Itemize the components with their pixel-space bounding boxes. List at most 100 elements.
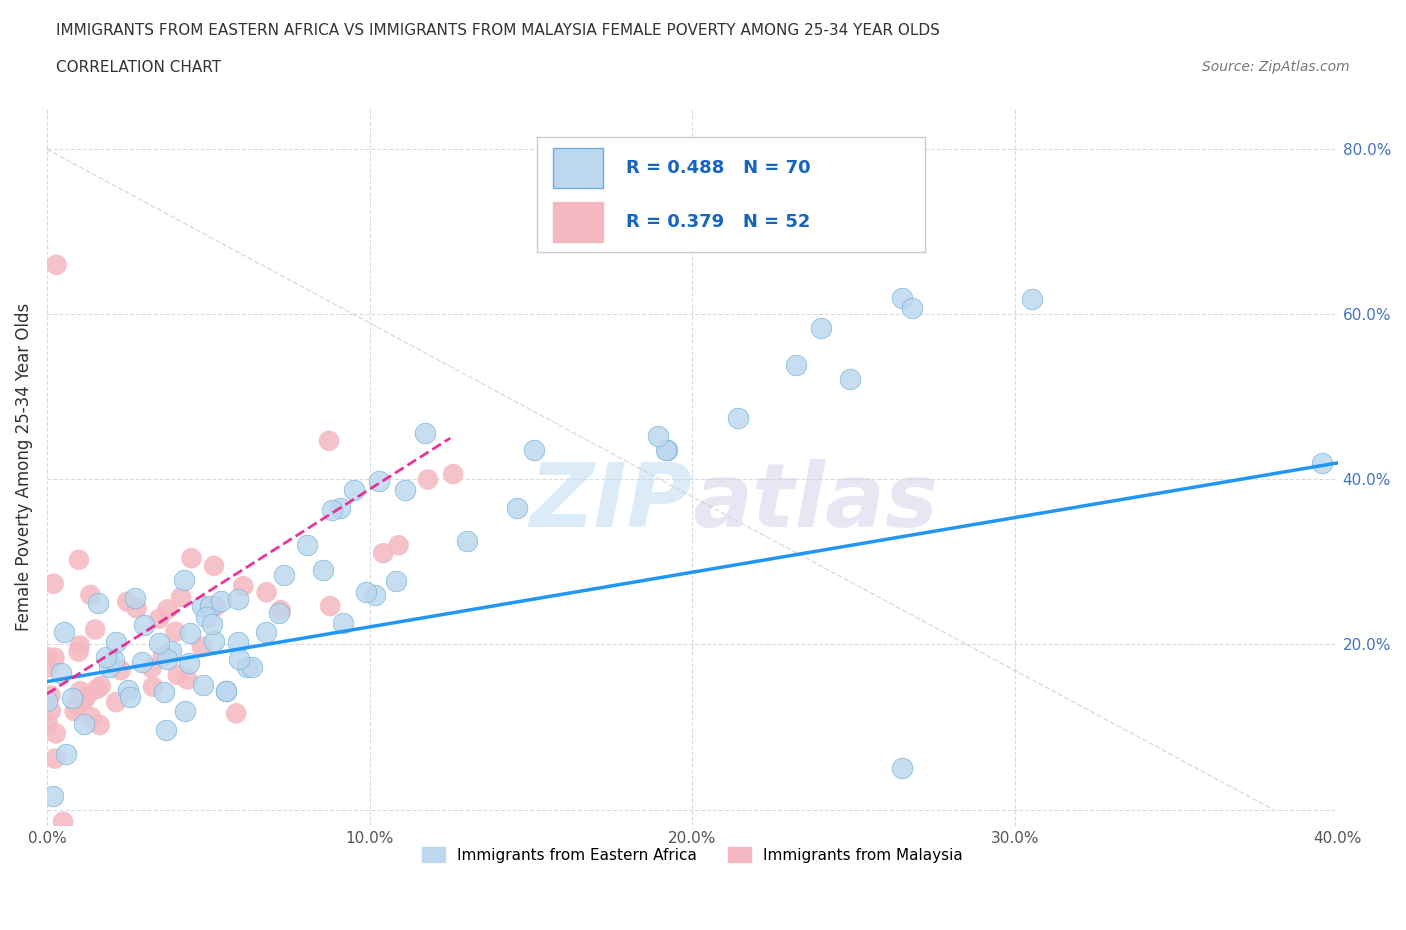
Point bbox=[215, 684, 238, 698]
Point bbox=[655, 443, 678, 458]
Point bbox=[901, 301, 924, 316]
Point bbox=[45, 258, 67, 272]
Point bbox=[332, 616, 354, 631]
Text: CORRELATION CHART: CORRELATION CHART bbox=[56, 60, 221, 75]
Point bbox=[170, 590, 193, 604]
Point bbox=[191, 678, 214, 693]
Point bbox=[84, 622, 107, 637]
Point bbox=[319, 599, 342, 614]
Point bbox=[647, 428, 669, 443]
Point bbox=[49, 665, 72, 680]
Point bbox=[105, 695, 128, 710]
Point bbox=[727, 411, 749, 426]
Point bbox=[159, 644, 181, 658]
Y-axis label: Female Poverty Among 25-34 Year Olds: Female Poverty Among 25-34 Year Olds bbox=[15, 303, 32, 631]
Point bbox=[73, 716, 96, 731]
Point bbox=[52, 815, 75, 830]
Point bbox=[240, 659, 263, 674]
Point bbox=[142, 679, 165, 694]
Point bbox=[295, 538, 318, 552]
Point bbox=[148, 635, 170, 650]
Point bbox=[44, 751, 66, 766]
Point bbox=[72, 694, 94, 709]
Point bbox=[198, 599, 221, 614]
Point bbox=[225, 706, 247, 721]
Point bbox=[55, 747, 77, 762]
Point bbox=[153, 685, 176, 700]
Point bbox=[364, 588, 387, 603]
Point bbox=[394, 483, 416, 498]
Point bbox=[165, 624, 187, 639]
Point bbox=[177, 656, 200, 671]
Point bbox=[256, 585, 278, 600]
Point bbox=[201, 617, 224, 631]
Point bbox=[117, 594, 139, 609]
Point bbox=[42, 577, 65, 591]
Point bbox=[226, 634, 249, 649]
Point bbox=[37, 716, 59, 731]
Point bbox=[152, 649, 174, 664]
Point bbox=[120, 690, 142, 705]
Point bbox=[318, 433, 340, 448]
Point bbox=[53, 624, 76, 639]
Point bbox=[87, 595, 110, 610]
Point bbox=[90, 679, 112, 694]
Text: ZIP: ZIP bbox=[530, 459, 692, 547]
Point bbox=[321, 502, 343, 517]
Text: IMMIGRANTS FROM EASTERN AFRICA VS IMMIGRANTS FROM MALAYSIA FEMALE POVERTY AMONG : IMMIGRANTS FROM EASTERN AFRICA VS IMMIGR… bbox=[56, 23, 941, 38]
Point bbox=[94, 650, 117, 665]
Point bbox=[191, 599, 214, 614]
Point bbox=[156, 602, 179, 617]
Point bbox=[97, 659, 120, 674]
Point bbox=[191, 639, 214, 654]
Point bbox=[785, 358, 807, 373]
Point bbox=[810, 321, 832, 336]
Point bbox=[79, 588, 101, 603]
Point bbox=[441, 467, 464, 482]
Point bbox=[1021, 292, 1043, 307]
Point bbox=[194, 610, 217, 625]
Point bbox=[103, 653, 125, 668]
Point bbox=[202, 633, 225, 648]
Point bbox=[39, 688, 62, 703]
Point bbox=[354, 585, 377, 600]
Point bbox=[63, 704, 86, 719]
Point bbox=[66, 698, 89, 712]
Point bbox=[141, 660, 163, 675]
Point bbox=[89, 718, 111, 733]
Point bbox=[60, 691, 83, 706]
Point bbox=[416, 472, 439, 487]
Point bbox=[156, 651, 179, 666]
Point bbox=[329, 500, 352, 515]
Text: Source: ZipAtlas.com: Source: ZipAtlas.com bbox=[1202, 60, 1350, 74]
Point bbox=[235, 660, 257, 675]
Point bbox=[45, 726, 67, 741]
Point bbox=[209, 593, 232, 608]
Point bbox=[124, 591, 146, 605]
Point bbox=[134, 618, 156, 632]
Point bbox=[80, 710, 103, 724]
Point bbox=[67, 644, 90, 659]
Point bbox=[117, 683, 139, 698]
Text: atlas: atlas bbox=[692, 459, 938, 547]
Point bbox=[270, 603, 292, 618]
Point bbox=[312, 563, 335, 578]
Point bbox=[69, 638, 91, 653]
Point bbox=[523, 443, 546, 458]
Point bbox=[202, 558, 225, 573]
Point bbox=[367, 474, 389, 489]
Point bbox=[166, 668, 188, 683]
Point bbox=[76, 688, 98, 703]
Point bbox=[131, 655, 153, 670]
Point bbox=[1310, 456, 1333, 471]
Point bbox=[39, 703, 62, 718]
Point bbox=[891, 290, 914, 305]
Point bbox=[505, 500, 527, 515]
Point bbox=[174, 704, 197, 719]
Point bbox=[42, 789, 65, 804]
Point bbox=[232, 578, 254, 593]
Point bbox=[226, 591, 249, 606]
Point bbox=[343, 482, 366, 497]
Point bbox=[148, 611, 170, 626]
Point bbox=[179, 626, 201, 641]
